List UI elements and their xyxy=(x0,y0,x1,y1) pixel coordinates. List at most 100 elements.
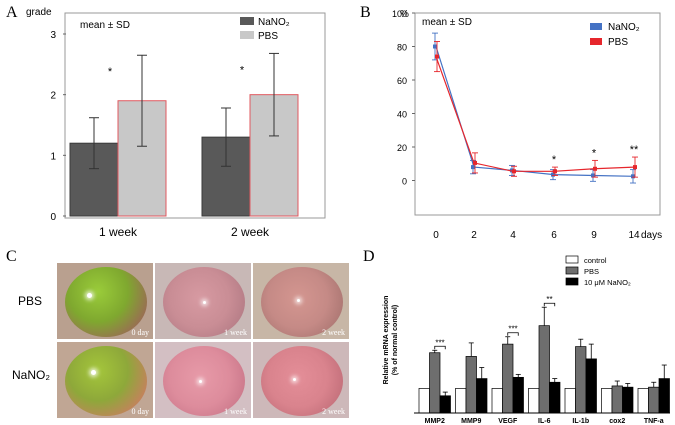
panel-label-b: B xyxy=(360,4,371,21)
legend-swatch-pbs xyxy=(590,38,602,45)
data-point xyxy=(593,166,597,171)
panel-label-d: D xyxy=(363,248,375,265)
legend-label-pbs: PBS xyxy=(258,31,278,42)
bar-control xyxy=(418,388,430,414)
eye-photo-pbs-1week: 1 week xyxy=(155,263,251,339)
series-line-pbs xyxy=(435,56,635,172)
panel-b-ylabel: % xyxy=(400,9,409,20)
significance-mark: ** xyxy=(630,144,639,156)
eye-photo-nano2-2week: 2 week xyxy=(253,342,349,418)
x-tick-label: IL-6 xyxy=(538,418,551,425)
panel-b-annotation: mean ± SD xyxy=(422,17,472,28)
x-tick-label: MMP9 xyxy=(461,418,481,425)
eye-photo-nano2-1week: 1 week xyxy=(155,342,251,418)
y-tick-label: 60 xyxy=(397,76,407,86)
panel-a-ylabel: grade xyxy=(26,7,52,18)
data-point xyxy=(473,160,477,165)
y-tick-label: 2 xyxy=(50,91,56,102)
x-tick-label: 6 xyxy=(551,230,557,241)
x-tick-label: 0 xyxy=(433,230,439,241)
panel-d-ylabel-line2: (% of normal control) xyxy=(392,305,399,375)
panel-b-legend: NaNO₂ PBS xyxy=(590,22,640,48)
data-point xyxy=(435,54,439,59)
x-tick-label: MMP2 xyxy=(425,418,445,425)
significance-bracket xyxy=(434,345,446,350)
x-tick-label: 2 xyxy=(471,230,477,241)
photo-row-label-pbs: PBS xyxy=(18,294,43,308)
panel-d-chart: control PBS 10 μM NaNO₂ Relative mRNA expr… xyxy=(383,255,670,425)
data-point xyxy=(551,172,555,177)
x-tick-label: IL-1b xyxy=(572,418,589,425)
y-tick-label: 0 xyxy=(50,212,56,223)
bar-nano2 xyxy=(622,386,634,414)
y-tick-label: 100 xyxy=(392,9,407,19)
bar-control xyxy=(491,388,503,414)
significance-mark: *** xyxy=(435,338,444,347)
panel-a-frame xyxy=(64,12,326,219)
bar-nano2 xyxy=(658,378,670,414)
x-tick-label: 9 xyxy=(591,230,597,241)
significance-mark: *** xyxy=(508,325,517,334)
data-point xyxy=(512,169,516,174)
eye-photo-nano2-0day: 0 day xyxy=(57,342,153,418)
legend-label-control: control xyxy=(584,256,607,265)
legend-label-nano2: NaNO₂ xyxy=(258,17,290,28)
legend-swatch-control xyxy=(565,255,579,264)
bar-nano2 xyxy=(549,381,561,414)
legend-swatch-pbs xyxy=(240,31,254,39)
bar-pbs xyxy=(575,346,587,414)
panel-d-ylabel-line1: Relative mRNA expression xyxy=(383,296,390,385)
y-tick-label: 40 xyxy=(397,110,407,120)
panel-a-annotation: mean ± SD xyxy=(80,20,130,31)
eye-photo-pbs-2week: 2 week xyxy=(253,263,349,339)
legend-label-nano2: 10 μM NaNO₂ xyxy=(584,278,631,287)
data-point xyxy=(631,174,635,179)
legend-label-pbs: PBS xyxy=(608,37,628,48)
bar-pbs xyxy=(502,343,514,414)
photo-row-label-nano2: NaNO₂ xyxy=(12,368,50,382)
bar-nano2 xyxy=(476,378,488,414)
significance-bracket xyxy=(543,302,556,307)
legend-label-pbs: PBS xyxy=(584,267,599,276)
significance-bracket xyxy=(507,332,519,336)
legend-swatch-pbs xyxy=(565,266,579,275)
photo-caption: 2 week xyxy=(322,407,345,416)
y-tick-label: 1 xyxy=(50,151,56,162)
bar-nano2 xyxy=(439,395,451,414)
bar-nano2 xyxy=(512,376,524,414)
significance-mark: * xyxy=(592,147,597,159)
bar-nano2 xyxy=(585,358,597,414)
y-tick-label: 3 xyxy=(50,30,56,41)
bar-pbs xyxy=(429,352,441,414)
y-tick-label: 20 xyxy=(397,143,407,153)
photo-caption: 1 week xyxy=(224,328,247,337)
photo-caption: 1 week xyxy=(224,407,247,416)
bar-control xyxy=(564,388,576,414)
data-point xyxy=(591,173,595,178)
panel-label-a: A xyxy=(6,4,18,21)
y-tick-label: 80 xyxy=(397,43,407,53)
bar-pbs xyxy=(465,356,477,414)
bar-control xyxy=(528,388,540,414)
x-tick-label: TNF-a xyxy=(644,418,664,425)
x-tick-label: VEGF xyxy=(498,418,518,425)
legend-swatch-nano2 xyxy=(565,277,579,286)
data-point xyxy=(433,44,437,49)
bar-pbs xyxy=(648,386,660,414)
significance-mark: * xyxy=(240,64,245,76)
x-tick-label: 1 week xyxy=(99,225,138,239)
legend-label-nano2: NaNO₂ xyxy=(608,22,640,33)
data-point xyxy=(553,169,557,174)
panel-a-chart: mean ± SD grade NaNO₂ PBS * * 0 1 2 3 1 week 2 … xyxy=(26,7,326,239)
data-point xyxy=(471,165,475,170)
significance-mark: * xyxy=(108,66,113,78)
bar-pbs xyxy=(538,325,550,414)
data-point xyxy=(633,165,637,170)
significance-mark: * xyxy=(552,154,557,166)
series-line-nano2 xyxy=(435,46,635,177)
panel-b-chart: % mean ± SD days NaNO₂ PBS 0 20 40 60 80 100 0 2… xyxy=(392,9,662,241)
photo-caption: 0 day xyxy=(131,407,149,416)
bar-control xyxy=(455,388,467,414)
photo-caption: 0 day xyxy=(131,328,149,337)
y-tick-label: 0 xyxy=(402,177,407,187)
